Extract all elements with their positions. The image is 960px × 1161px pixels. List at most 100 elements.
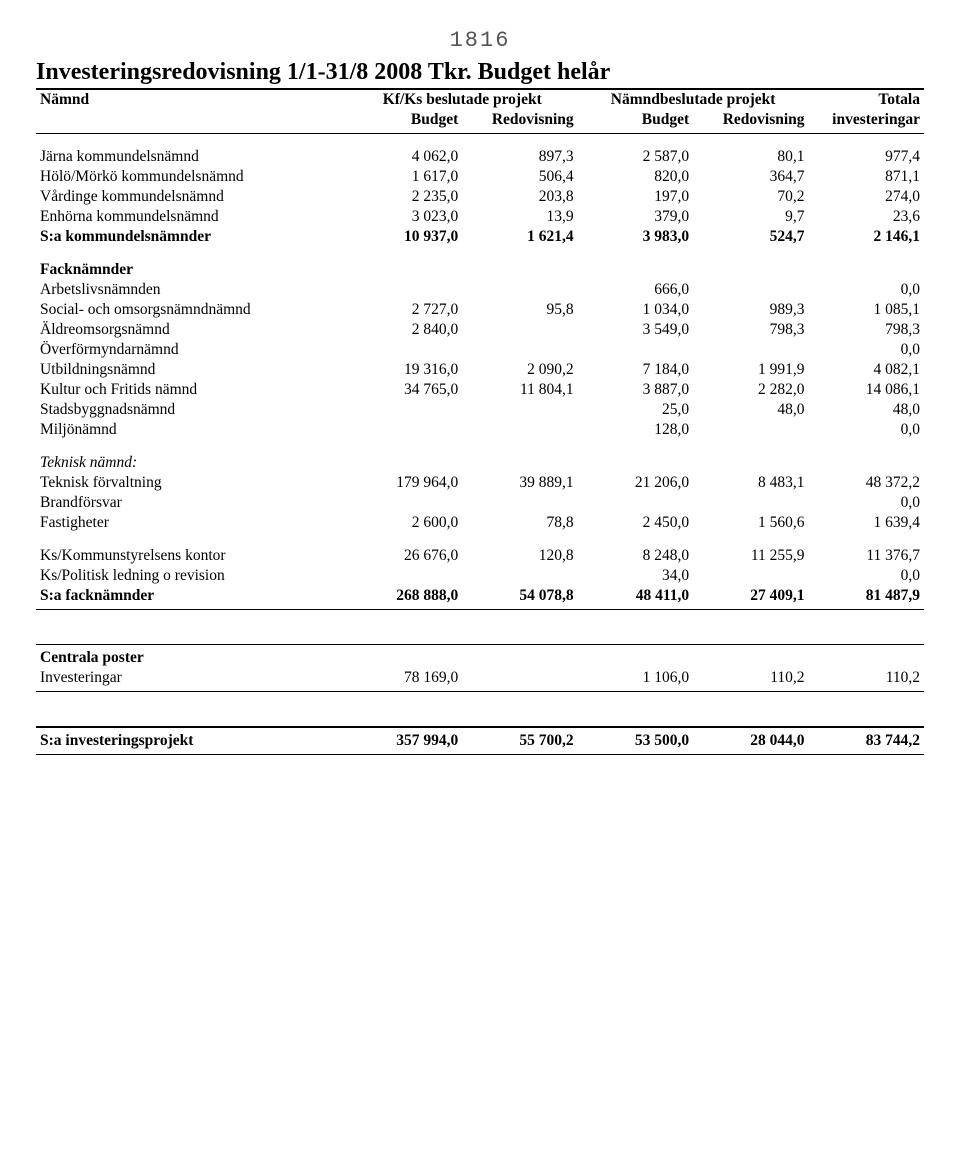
cell: 7 184,0 [578,360,693,380]
cell [347,493,462,513]
cell [693,610,808,645]
table-row: S:a facknämnder268 888,054 078,848 411,0… [36,586,924,610]
cell: 4 082,1 [809,360,924,380]
row-label: Vårdinge kommundelsnämnd [36,187,347,207]
table-row: Fastigheter2 600,078,82 450,01 560,61 63… [36,513,924,533]
table-row: Teknisk förvaltning179 964,039 889,121 2… [36,473,924,493]
col-header-budget: Budget [578,110,693,134]
row-label: Kultur och Fritids nämnd [36,380,347,400]
cell: 80,1 [693,134,808,168]
cell: 989,3 [693,300,808,320]
table-row: Kultur och Fritids nämnd34 765,011 804,1… [36,380,924,400]
cell [462,320,577,340]
cell: 1 085,1 [809,300,924,320]
row-label: S:a facknämnder [36,586,347,610]
row-label: Järna kommundelsnämnd [36,134,347,168]
financial-table: Nämnd Kf/Ks beslutade projekt Nämndbeslu… [36,88,924,755]
row-label: Arbetslivsnämnden [36,280,347,300]
cell [347,692,462,728]
table-row: Vårdinge kommundelsnämnd2 235,0203,8197,… [36,187,924,207]
cell: 23,6 [809,207,924,227]
cell [347,340,462,360]
cell: 34,0 [578,566,693,586]
table-row: Social- och omsorgsnämndnämnd2 727,095,8… [36,300,924,320]
cell: 128,0 [578,420,693,440]
cell: 14 086,1 [809,380,924,400]
cell: 0,0 [809,493,924,513]
table-row [36,610,924,645]
cell: 28 044,0 [693,727,808,755]
cell [462,400,577,420]
cell: 8 248,0 [578,533,693,566]
cell: 53 500,0 [578,727,693,755]
row-label: Brandförsvar [36,493,347,513]
cell: 871,1 [809,167,924,187]
cell [578,340,693,360]
col-header-budget: Budget [347,110,462,134]
cell: 524,7 [693,227,808,247]
row-label: Teknisk nämnd: [36,440,347,473]
cell [347,400,462,420]
cell: 1 560,6 [693,513,808,533]
row-label: Facknämnder [36,247,347,280]
cell [693,692,808,728]
cell: 203,8 [462,187,577,207]
cell: 3 023,0 [347,207,462,227]
cell [347,440,462,473]
table-row: Miljönämnd128,00,0 [36,420,924,440]
cell [462,420,577,440]
cell [462,668,577,692]
cell: 78 169,0 [347,668,462,692]
cell: 13,9 [462,207,577,227]
cell [462,440,577,473]
table-row: Överförmyndarnämnd0,0 [36,340,924,360]
table-row: Centrala poster [36,645,924,669]
cell [809,610,924,645]
cell: 0,0 [809,280,924,300]
cell [578,610,693,645]
cell [347,610,462,645]
cell [578,247,693,280]
col-header-redovisning: Redovisning [462,110,577,134]
cell: 1 621,4 [462,227,577,247]
cell: 2 840,0 [347,320,462,340]
table-row: Stadsbyggnadsnämnd25,048,048,0 [36,400,924,420]
cell: 379,0 [578,207,693,227]
cell: 70,2 [693,187,808,207]
cell: 25,0 [578,400,693,420]
cell: 268 888,0 [347,586,462,610]
cell: 55 700,2 [462,727,577,755]
col-header-investeringar: investeringar [809,110,924,134]
col-header-group1: Kf/Ks beslutade projekt [347,89,578,110]
row-label: Fastigheter [36,513,347,533]
cell: 8 483,1 [693,473,808,493]
cell [693,280,808,300]
row-label: Social- och omsorgsnämndnämnd [36,300,347,320]
cell: 9,7 [693,207,808,227]
col-header-redovisning: Redovisning [693,110,808,134]
cell: 10 937,0 [347,227,462,247]
cell: 26 676,0 [347,533,462,566]
cell: 39 889,1 [462,473,577,493]
table-row: Äldreomsorgsnämnd2 840,03 549,0798,3798,… [36,320,924,340]
table-row: S:a investeringsprojekt357 994,055 700,2… [36,727,924,755]
table-row: Ks/Politisk ledning o revision34,00,0 [36,566,924,586]
table-row: Ks/Kommunstyrelsens kontor26 676,0120,88… [36,533,924,566]
cell [578,645,693,669]
col-header-namnd: Nämnd [36,89,347,110]
cell [462,645,577,669]
cell: 179 964,0 [347,473,462,493]
row-label [36,692,347,728]
cell: 2 450,0 [578,513,693,533]
row-label: Investeringar [36,668,347,692]
cell [809,692,924,728]
cell [347,247,462,280]
cell: 0,0 [809,420,924,440]
table-row: Hölö/Mörkö kommundelsnämnd1 617,0506,482… [36,167,924,187]
cell [809,645,924,669]
cell [462,340,577,360]
cell: 11 804,1 [462,380,577,400]
cell: 364,7 [693,167,808,187]
cell: 1 617,0 [347,167,462,187]
cell: 110,2 [693,668,808,692]
